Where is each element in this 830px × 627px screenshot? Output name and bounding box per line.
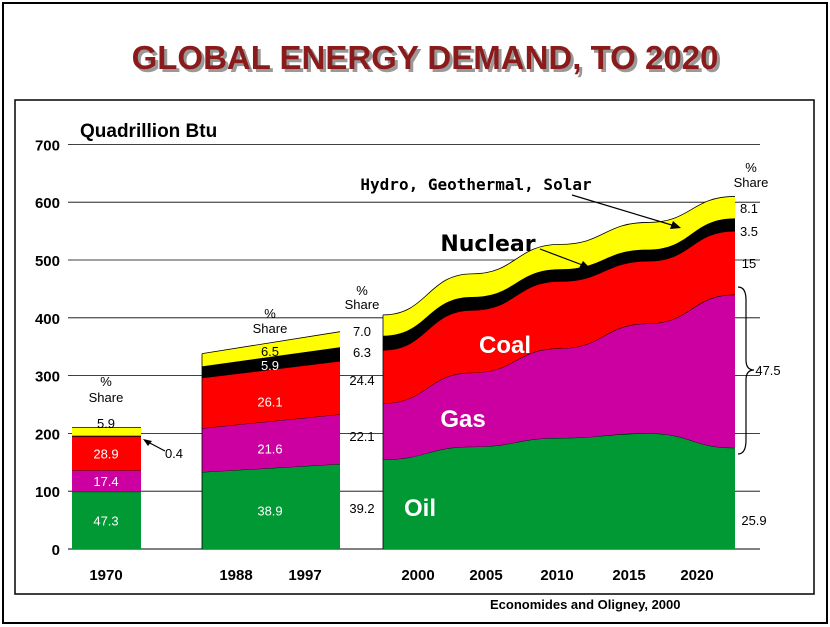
label-2020-coal: 15	[742, 256, 756, 271]
y-tick-label: 600	[35, 195, 60, 212]
area-1988-coal	[202, 361, 340, 429]
label-1988-nuclear: 5.9	[261, 358, 279, 373]
area-1988-gas	[202, 414, 340, 473]
area-2000-nuclear	[383, 218, 735, 351]
area-2000-hydro	[383, 196, 735, 336]
label-1970-gas: 17.4	[93, 474, 118, 489]
area-1988-hydro	[202, 331, 340, 367]
x-tick-1970: 1970	[89, 567, 122, 584]
label-1970-hydro: 5.9	[97, 416, 115, 431]
label-1970-nuclear: 0.4	[165, 446, 183, 461]
label-2020-nuclear: 3.5	[740, 224, 758, 239]
x-tick-2000: 2000	[401, 567, 434, 584]
label-1970-oil: 47.3	[93, 513, 118, 528]
source-note: Economides and Oligney, 2000	[490, 597, 681, 612]
label-1997-coal: 24.4	[349, 373, 374, 388]
area-2000-gas	[383, 294, 735, 460]
x-tick-1988: 1988	[219, 567, 252, 584]
share-header-2020-word: Share	[734, 175, 769, 190]
bar-1970-oil	[72, 491, 141, 549]
label-1988-hydro: 6.5	[261, 344, 279, 359]
share-header-1997-pct: %	[356, 283, 368, 298]
area-1988-nuclear	[202, 347, 340, 378]
area-2000-oil	[383, 433, 735, 549]
x-tick-2005: 2005	[469, 567, 502, 584]
x-tick-1997: 1997	[288, 567, 321, 584]
arrow-nuclear	[539, 248, 586, 267]
annotation-gas: Gas	[440, 406, 485, 433]
label-1997-hydro: 7.0	[353, 324, 371, 339]
y-tick-label: 0	[52, 542, 60, 559]
share-header-1970-word: Share	[89, 390, 124, 405]
x-tick-2015: 2015	[612, 567, 645, 584]
y-tick-label: 300	[35, 369, 60, 386]
y-axis-label: Quadrillion Btu	[80, 121, 217, 142]
share-header-1997-word: Share	[345, 297, 380, 312]
label-1988-coal: 26.1	[257, 394, 282, 409]
label-1970-coal: 28.9	[93, 446, 118, 461]
y-tick-label: 500	[35, 253, 60, 270]
area-2000-coal	[383, 231, 735, 404]
chart-title-shadow: GLOBAL ENERGY DEMAND, TO 2020	[135, 42, 722, 79]
annotation-hydro: Hydro, Geothermal, Solar	[360, 175, 591, 194]
arrowhead-hydro	[670, 221, 681, 229]
gas-share-brace	[737, 286, 755, 455]
plot-border	[14, 99, 815, 595]
annotation-nuclear: Nuclear	[440, 232, 535, 257]
label-1997-oil: 39.2	[349, 501, 374, 516]
annotation-oil: Oil	[404, 495, 436, 522]
data-marks	[72, 196, 736, 549]
y-tick-labels: 0 100 200 300 400 500 600 700	[35, 137, 60, 559]
label-1988-oil: 38.9	[257, 504, 282, 519]
chart-title: GLOBAL ENERGY DEMAND, TO 2020	[132, 39, 719, 76]
x-tick-2020: 2020	[680, 567, 713, 584]
arrowhead-nuclear	[579, 261, 590, 268]
label-2020-hydro: 8.1	[740, 201, 758, 216]
arrowhead-1970-nuclear	[143, 439, 152, 446]
area-1988-hydro-edge	[201, 331, 341, 355]
y-tick-label: 200	[35, 426, 60, 443]
arrow-hydro	[571, 194, 676, 227]
x-tick-2010: 2010	[540, 567, 573, 584]
share-header-1988-pct: %	[264, 306, 276, 321]
label-2020-gas: 47.5	[755, 363, 780, 378]
annotation-coal: Coal	[479, 332, 531, 359]
share-header-1988-word: Share	[253, 321, 288, 336]
area-2000-hydro-edge	[382, 196, 736, 316]
area-1988-coal-edge	[201, 360, 341, 379]
label-1997-nuclear: 6.3	[353, 345, 371, 360]
y-tick-label: 400	[35, 311, 60, 328]
label-1988-gas: 21.6	[257, 441, 282, 456]
y-tick-label: 700	[35, 137, 60, 154]
share-header-1970-pct: %	[100, 374, 112, 389]
bar-1970-hydro	[72, 427, 141, 436]
label-2020-oil: 25.9	[741, 513, 766, 528]
share-header-2020-pct: %	[745, 160, 757, 175]
x-tick-labels: 1970 1988 1997 2000 2005 2010 2015 2020	[89, 567, 713, 584]
data-labels: 47.317.428.95.90.4%Share38.921.626.15.96…	[89, 160, 781, 528]
area-1988-oil	[202, 464, 340, 549]
bar-1970-gas	[72, 470, 141, 492]
label-1997-gas: 22.1	[349, 429, 374, 444]
y-tick-label: 100	[35, 484, 60, 501]
bar-1970-coal	[72, 436, 141, 471]
